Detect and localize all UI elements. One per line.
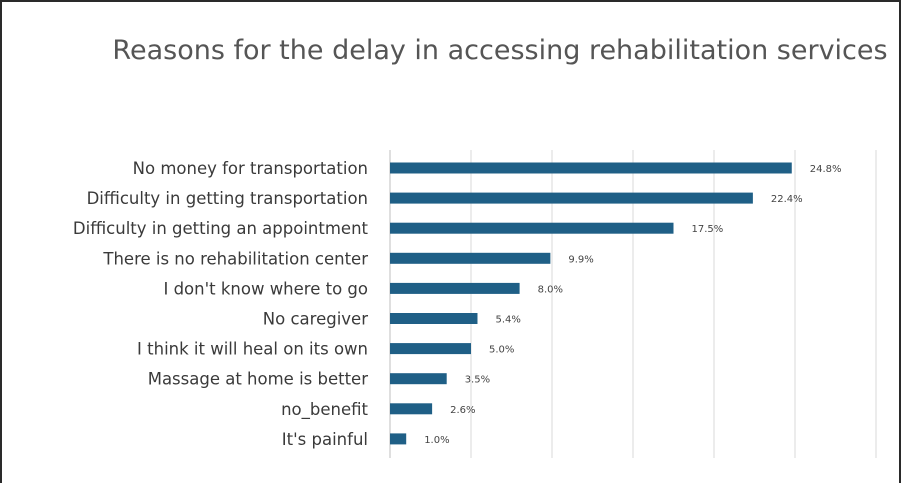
bar xyxy=(390,252,551,264)
bar xyxy=(390,343,471,355)
bar xyxy=(390,373,447,385)
bar xyxy=(390,403,433,415)
category-label: I think it will heal on its own xyxy=(137,340,368,359)
value-label: 24.8% xyxy=(810,164,842,175)
bar xyxy=(390,162,792,174)
category-label: Difficulty in getting an appointment xyxy=(73,219,369,238)
bar xyxy=(390,282,520,294)
category-label: Difficulty in getting transportation xyxy=(87,189,368,208)
value-label: 1.0% xyxy=(424,435,449,446)
chart-title: Reasons for the delay in accessing rehab… xyxy=(112,35,888,66)
bar xyxy=(390,313,478,324)
value-label: 8.0% xyxy=(538,284,563,295)
category-label: No caregiver xyxy=(263,310,368,329)
category-labels: No money for transportation Difficulty in… xyxy=(73,159,369,449)
value-label: 2.6% xyxy=(450,405,475,416)
value-label: 9.9% xyxy=(568,254,593,265)
bar xyxy=(390,222,674,234)
value-label: 5.4% xyxy=(495,315,520,326)
category-label: No money for transportation xyxy=(133,159,368,178)
value-label: 3.5% xyxy=(465,375,490,386)
category-label: There is no rehabilitation center xyxy=(102,249,368,268)
category-label: no_benefit xyxy=(281,400,368,420)
value-label: 17.5% xyxy=(692,224,724,235)
category-label: Massage at home is better xyxy=(148,370,369,389)
bars xyxy=(390,162,792,445)
category-label: I don't know where to go xyxy=(163,279,368,298)
value-label: 5.0% xyxy=(489,345,514,356)
bar xyxy=(390,192,753,204)
value-labels: 24.8% 22.4% 17.5% 9.9% 8.0% 5.4% 5.0% 3.5% 2.6% 1… xyxy=(424,164,841,446)
value-label: 22.4% xyxy=(771,194,803,205)
category-label: It's painful xyxy=(282,430,368,449)
bar xyxy=(390,433,407,445)
